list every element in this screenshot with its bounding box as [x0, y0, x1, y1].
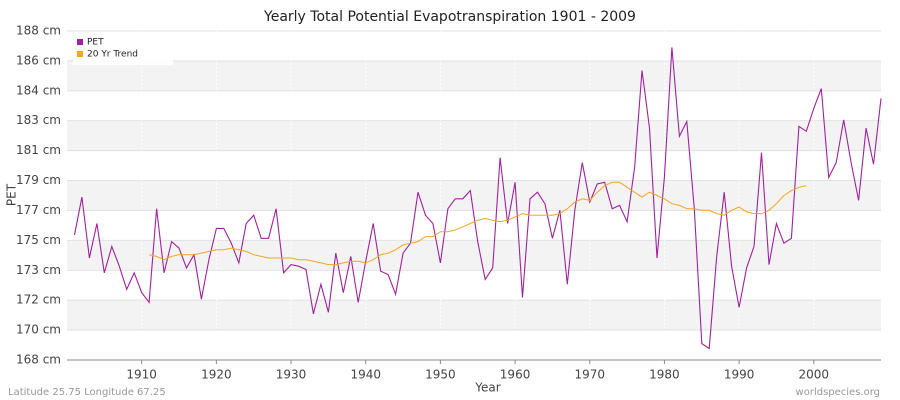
chart-title: Yearly Total Potential Evapotranspiratio…: [263, 9, 636, 25]
x-tick-label: 2000: [799, 368, 830, 382]
y-tick-label: 183 cm: [16, 113, 61, 127]
y-tick-label: 168 cm: [16, 353, 61, 367]
x-tick-label: 1940: [350, 368, 381, 382]
x-axis-label: Year: [474, 381, 500, 395]
grid-band: [67, 180, 881, 211]
y-tick-label: 179 cm: [16, 173, 61, 187]
x-tick-label: 1990: [724, 368, 755, 382]
y-tick-label: 173 cm: [16, 263, 61, 277]
footer-right: worldspecies.org: [796, 387, 880, 398]
footer-left: Latitude 25.75 Longitude 67.25: [8, 387, 166, 398]
x-tick-label: 1980: [649, 368, 680, 382]
y-tick-label: 172 cm: [16, 293, 61, 307]
y-tick-label: 175 cm: [16, 233, 61, 247]
x-tick-label: 1970: [574, 368, 605, 382]
grid-band: [67, 300, 881, 331]
legend-label: 20 Yr Trend: [87, 50, 138, 60]
grid-band: [67, 90, 881, 121]
legend-box: [73, 35, 173, 65]
y-tick-label: 177 cm: [16, 203, 61, 217]
grid-band: [67, 330, 881, 360]
x-tick-label: 1920: [201, 368, 232, 382]
y-tick-label: 188 cm: [16, 24, 61, 38]
x-tick-label: 1910: [126, 368, 157, 382]
grid-band: [67, 31, 881, 61]
grid-band: [67, 150, 881, 181]
grid-band: [67, 120, 881, 151]
y-axis-label: PET: [5, 183, 19, 206]
legend-swatch: [77, 39, 83, 45]
grid-band: [67, 60, 881, 91]
y-tick-label: 186 cm: [16, 53, 61, 67]
x-tick-label: 1960: [500, 368, 531, 382]
y-tick-label: 184 cm: [16, 83, 61, 97]
data-line: [148, 181, 807, 266]
grid-band: [67, 240, 881, 271]
legend-swatch: [77, 51, 83, 57]
x-tick-label: 1950: [425, 368, 456, 382]
legend-label: PET: [87, 38, 104, 48]
data-line: [73, 47, 882, 350]
y-tick-label: 181 cm: [16, 143, 61, 157]
y-tick-label: 170 cm: [16, 323, 61, 337]
grid-band: [67, 270, 881, 301]
x-tick-label: 1930: [276, 368, 307, 382]
